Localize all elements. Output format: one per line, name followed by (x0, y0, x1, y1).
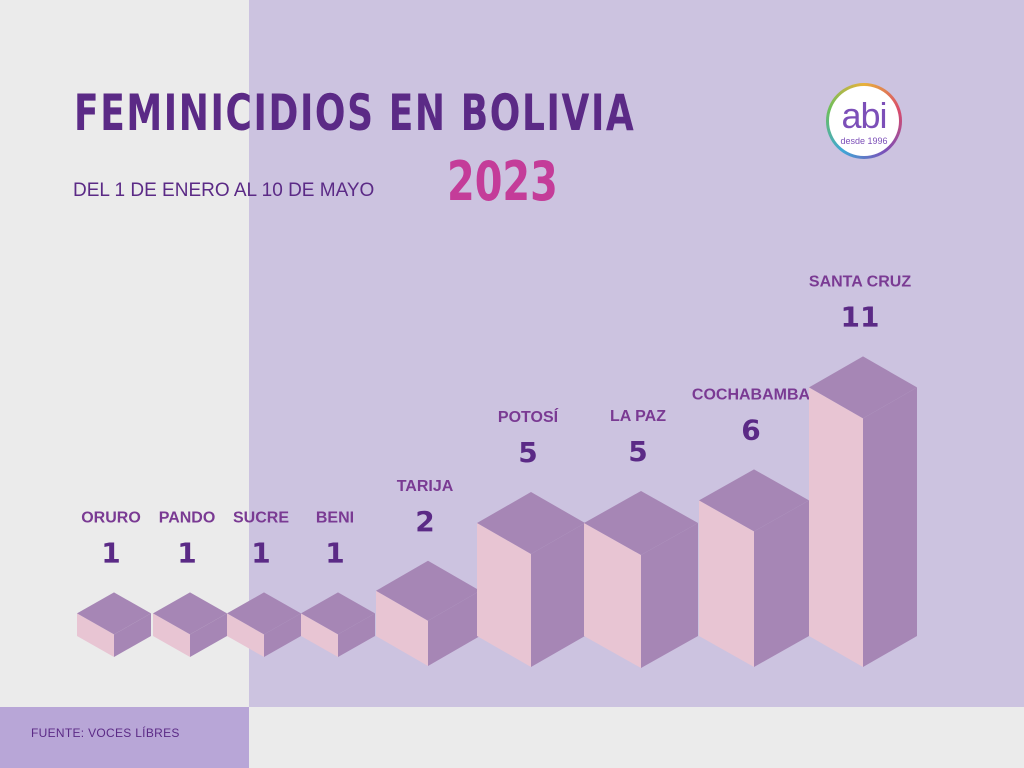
footer-bar-right (249, 707, 1024, 768)
bar-pando-front (153, 613, 190, 657)
bar-chart: 1 ORURO 1 PANDO 1 SUCRE 1 BENI 2 TARIJA 5 POTOSÍ 5 LA… (77, 273, 917, 668)
footer-bar (0, 707, 249, 768)
value-label-cochabamba: 6 (741, 413, 760, 446)
category-label-beni: BENI (316, 509, 354, 526)
category-label-cochabamba: COCHABAMBA (692, 386, 811, 403)
value-label-la-paz: 5 (628, 435, 647, 468)
bar-potos--front (477, 523, 531, 667)
bar-santa-cruz-side (863, 387, 917, 667)
logo-tagline: desde 1996 (840, 136, 888, 146)
bar-tarija-top (376, 560, 480, 621)
background-left (0, 0, 249, 707)
bar-cochabamba-front (699, 500, 754, 667)
value-label-santa-cruz: 11 (841, 300, 880, 333)
bar-tarija-side (428, 590, 480, 666)
category-label-santa-cruz: SANTA CRUZ (809, 273, 911, 290)
category-label-pando: PANDO (159, 509, 216, 526)
bar-potos--side (531, 523, 585, 667)
logo-text: abi (841, 95, 887, 136)
bar-pando-top (153, 592, 227, 635)
value-label-beni: 1 (325, 536, 344, 569)
value-label-pando: 1 (177, 536, 196, 569)
bar-oruro-side (114, 613, 151, 657)
category-label-la-paz: LA PAZ (610, 408, 666, 425)
bar-beni-top (301, 592, 375, 635)
bar-la-paz-front (584, 523, 641, 668)
abi-logo: abi desde 1996 (826, 83, 902, 159)
bar-santa-cruz-front (809, 387, 863, 667)
value-label-potos-: 5 (518, 436, 537, 469)
bar-beni-front (301, 613, 338, 657)
bar-santa-cruz-top (809, 356, 917, 419)
bar-cochabamba-top (699, 469, 809, 532)
date-range-subtitle: DEL 1 DE ENERO AL 10 DE MAYO (73, 180, 375, 201)
value-label-tarija: 2 (415, 505, 434, 538)
year-label: 2023 (447, 150, 558, 213)
chart-title: FEMINICIDIOS EN BOLIVIA (74, 84, 636, 142)
bar-oruro-front (77, 613, 114, 657)
value-label-oruro: 1 (101, 536, 120, 569)
value-label-sucre: 1 (251, 536, 270, 569)
bar-sucre-front (227, 613, 264, 657)
category-label-potos-: POTOSÍ (498, 407, 559, 426)
bar-cochabamba-side (754, 500, 809, 667)
category-label-oruro: ORURO (81, 509, 141, 526)
bar-sucre-side (264, 613, 301, 657)
bar-potos--top (477, 492, 585, 554)
bar-sucre-top (227, 592, 301, 635)
bar-pando-side (190, 613, 227, 657)
category-label-tarija: TARIJA (397, 478, 454, 495)
source-note: FUENTE: VOCES LÍBRES (31, 726, 180, 740)
bar-la-paz-top (584, 491, 698, 555)
bar-oruro-top (77, 592, 151, 635)
bar-tarija-front (376, 590, 428, 666)
bar-beni-side (338, 613, 375, 657)
category-label-sucre: SUCRE (233, 509, 289, 526)
bar-la-paz-side (641, 523, 698, 668)
